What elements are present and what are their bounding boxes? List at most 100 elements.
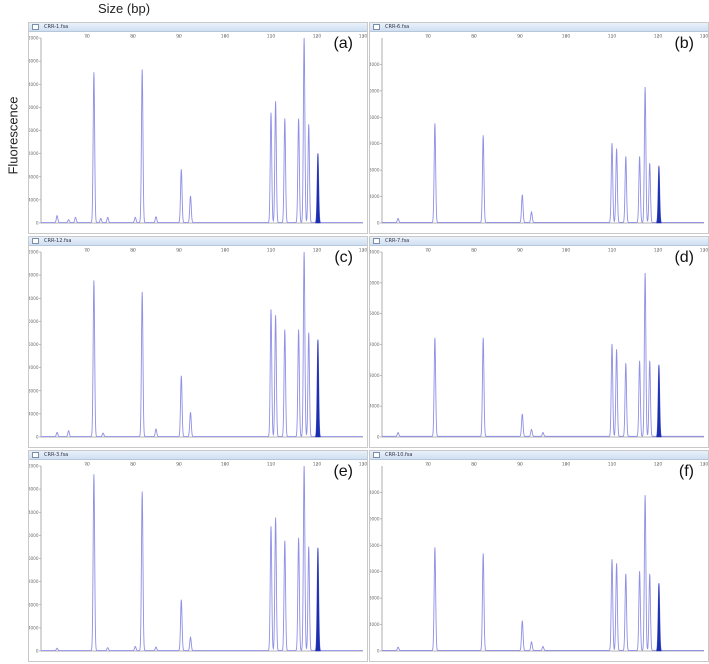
- x-tick-label: 110: [608, 248, 617, 254]
- x-tick-label: 110: [267, 248, 276, 254]
- x-tick-label: 90: [517, 34, 523, 40]
- y-tick-label: 0: [377, 435, 380, 440]
- x-tick-label: 110: [608, 34, 617, 40]
- window-icon[interactable]: [32, 452, 39, 458]
- chart-panel-f: CRR-10.fsa 70 80 90 100 110 120 130 0 4000 8000 12…: [369, 450, 709, 662]
- x-tick-label: 90: [517, 248, 523, 254]
- x-tick-label: 80: [471, 34, 477, 40]
- window-titlebar: CRR-12.fsa: [29, 237, 367, 246]
- window-title: CRR-3.fsa: [44, 452, 69, 458]
- chart-panel-c: CRR-12.fsa 70 80 90 100 110 120 130 0 4000 8000 12…: [28, 236, 368, 448]
- electropherogram-plot: 70 80 90 100 110 120 130 0 4000 8000 12000 16000 200…: [29, 462, 367, 654]
- x-tick-label: 90: [176, 462, 182, 468]
- y-tick-label: 12000: [370, 141, 380, 146]
- x-tick-label: 90: [176, 34, 182, 40]
- x-tick-label: 100: [562, 248, 571, 254]
- y-tick-label: 20000: [370, 516, 380, 521]
- x-tick-label: 120: [654, 248, 663, 254]
- x-tick-label: 80: [471, 462, 477, 468]
- y-tick-label: 20000: [29, 105, 39, 110]
- trace-line: [382, 272, 704, 437]
- x-tick-label: 80: [130, 248, 136, 254]
- y-tick-label: 16000: [370, 311, 380, 316]
- x-axis-title: Size (bp): [98, 1, 151, 16]
- chart-panel-a: CRR-1.fsa 70 80 90 100 110 120 130 0 4000 8000 120…: [28, 22, 368, 234]
- y-tick-label: 28000: [29, 59, 39, 64]
- y-axis-title: Fluorescence: [5, 96, 21, 175]
- y-tick-label: 0: [36, 221, 39, 226]
- electropherogram-plot: 70 80 90 100 110 120 130 0 4000 8000 12000 16000 200…: [29, 34, 367, 226]
- x-tick-label: 130: [359, 34, 367, 40]
- x-tick-label: 70: [84, 248, 90, 254]
- y-tick-label: 20000: [370, 280, 380, 285]
- x-tick-label: 90: [517, 462, 523, 468]
- y-tick-label: 4000: [370, 622, 380, 627]
- window-titlebar: CRR-6.fsa: [370, 23, 708, 32]
- filled-peak: [656, 166, 662, 224]
- x-tick-label: 100: [221, 462, 230, 468]
- y-tick-label: 32000: [29, 464, 39, 469]
- x-tick-label: 130: [359, 462, 367, 468]
- y-tick-label: 24000: [29, 510, 39, 515]
- x-tick-label: 110: [608, 462, 617, 468]
- y-tick-label: 8000: [29, 602, 39, 607]
- y-tick-label: 24000: [29, 296, 39, 301]
- electropherogram-plot: 70 80 90 100 110 120 130 0 4000 8000 12000 16000 200…: [370, 248, 708, 440]
- y-tick-label: 0: [377, 221, 380, 226]
- x-tick-label: 120: [313, 248, 322, 254]
- filled-peak: [315, 153, 321, 224]
- panel-label: (e): [333, 463, 353, 480]
- y-tick-label: 8000: [370, 168, 380, 173]
- trace-line: [41, 37, 363, 223]
- x-tick-label: 130: [700, 34, 708, 40]
- window-icon[interactable]: [32, 24, 39, 30]
- electropherogram-plot: 70 80 90 100 110 120 130 0 4000 8000 12000 16000 200…: [29, 248, 367, 440]
- y-tick-label: 12000: [370, 569, 380, 574]
- x-tick-label: 130: [359, 248, 367, 254]
- y-tick-label: 20000: [370, 88, 380, 93]
- y-tick-label: 24000: [370, 62, 380, 67]
- y-tick-label: 28000: [29, 487, 39, 492]
- window-icon[interactable]: [373, 452, 380, 458]
- window-icon[interactable]: [373, 24, 380, 30]
- y-tick-label: 8000: [29, 174, 39, 179]
- y-tick-label: 0: [377, 649, 380, 654]
- x-tick-label: 110: [267, 34, 276, 40]
- filled-peak: [315, 339, 321, 438]
- x-tick-label: 70: [425, 248, 431, 254]
- y-tick-label: 12000: [29, 151, 39, 156]
- x-tick-label: 80: [471, 248, 477, 254]
- window-titlebar: CRR-3.fsa: [29, 451, 367, 460]
- panel-label: (b): [674, 35, 694, 52]
- y-tick-label: 24000: [370, 490, 380, 495]
- x-tick-label: 100: [562, 34, 571, 40]
- y-tick-label: 8000: [370, 596, 380, 601]
- window-titlebar: CRR-1.fsa: [29, 23, 367, 32]
- panel-label: (f): [678, 463, 694, 480]
- window-title: CRR-10.fsa: [385, 452, 413, 458]
- x-tick-label: 90: [176, 248, 182, 254]
- panel-label: (c): [334, 249, 353, 266]
- panel-label: (a): [333, 35, 353, 52]
- y-tick-label: 4000: [370, 404, 380, 409]
- chart-panel-e: CRR-3.fsa 70 80 90 100 110 120 130 0 4000 8000 120…: [28, 450, 368, 662]
- y-tick-label: 12000: [370, 342, 380, 347]
- window-title: CRR-6.fsa: [385, 24, 410, 30]
- window-icon[interactable]: [373, 238, 380, 244]
- trace-line: [41, 251, 363, 437]
- x-tick-label: 80: [130, 34, 136, 40]
- x-tick-label: 120: [313, 462, 322, 468]
- y-tick-label: 4000: [29, 411, 39, 416]
- x-tick-label: 130: [700, 248, 708, 254]
- electropherogram-plot: 70 80 90 100 110 120 130 0 4000 8000 12000 16000 200…: [370, 462, 708, 654]
- y-tick-label: 12000: [29, 579, 39, 584]
- chart-panel-d: CRR-7.fsa 70 80 90 100 110 120 130 0 4000 8000 120…: [369, 236, 709, 448]
- y-tick-label: 20000: [29, 533, 39, 538]
- window-icon[interactable]: [32, 238, 39, 244]
- filled-peak: [656, 365, 662, 438]
- x-tick-label: 120: [654, 462, 663, 468]
- x-tick-label: 80: [130, 462, 136, 468]
- y-tick-label: 32000: [29, 36, 39, 41]
- y-tick-label: 28000: [29, 273, 39, 278]
- x-tick-label: 120: [313, 34, 322, 40]
